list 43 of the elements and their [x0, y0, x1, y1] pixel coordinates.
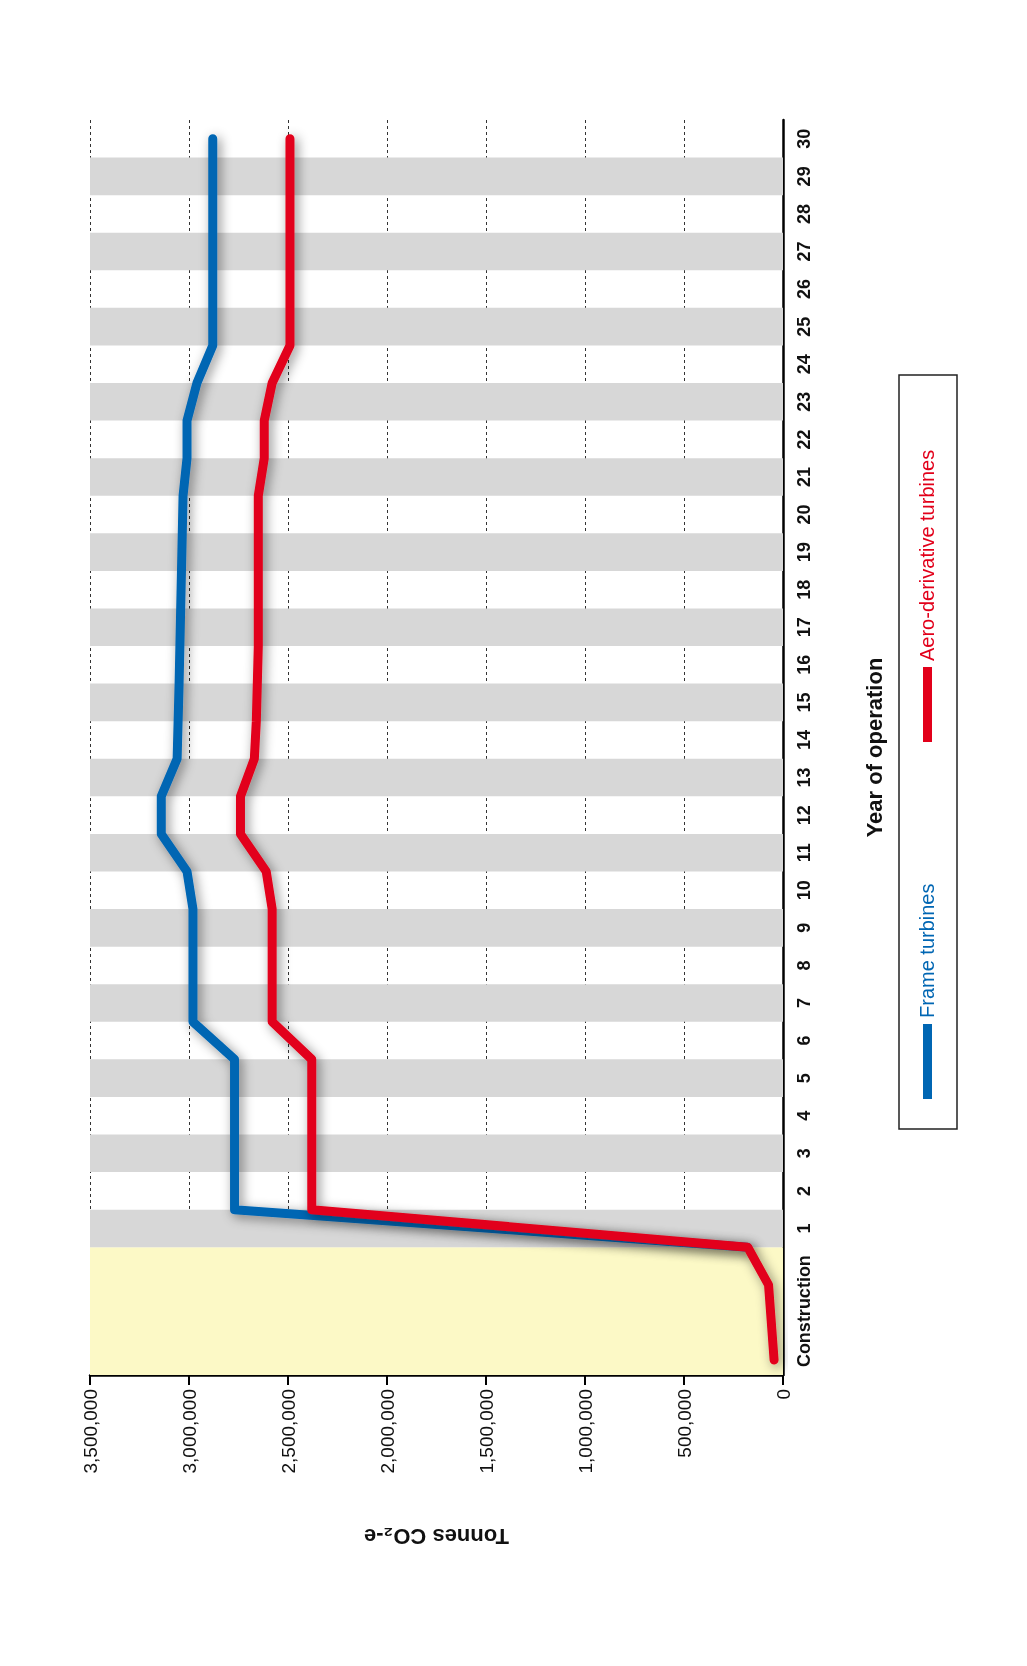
y-tick-label: 16 — [794, 654, 814, 675]
y-tick-label: 4 — [794, 1110, 814, 1121]
x-tick-label: 1,000,000 — [574, 1389, 596, 1474]
y-tick-label: 19 — [794, 542, 814, 563]
text: Frame turbines — [916, 883, 938, 1018]
y-tick-label: 17 — [794, 617, 814, 638]
y-tick-label: 22 — [794, 429, 814, 450]
y-tick-label: 26 — [794, 279, 814, 300]
y-tick-label: 14 — [794, 729, 814, 750]
text: Aero-derivative turbines — [916, 449, 938, 661]
x-tick-label: 3,500,000 — [79, 1389, 101, 1474]
y-tick-label: 28 — [794, 203, 814, 224]
x-tick-label: 500,000 — [673, 1389, 695, 1458]
y-tick-label: 15 — [794, 692, 814, 713]
y-tick-label: 12 — [794, 805, 814, 826]
x-tick-label: 2,500,000 — [277, 1389, 299, 1474]
y-tick-label: Construction — [794, 1255, 814, 1368]
y-tick-label: 24 — [794, 354, 814, 375]
x-tick-label: 2,000,000 — [376, 1389, 398, 1474]
x-axis-title: Tonnes CO₂-e — [363, 1523, 510, 1549]
y-tick-label: 18 — [794, 579, 814, 600]
y-tick-label: 23 — [794, 391, 814, 412]
y-tick-label: 3 — [794, 1148, 814, 1159]
y-tick-label: 10 — [794, 880, 814, 901]
y-axis-title: Year of operation — [861, 657, 887, 838]
y-tick-label: 25 — [794, 316, 814, 337]
y-tick-label: 27 — [794, 241, 814, 262]
y-tick-label: 2 — [794, 1185, 814, 1196]
x-tick-label: 1,500,000 — [475, 1389, 497, 1474]
y-tick-label: 1 — [794, 1223, 814, 1234]
y-tick-label: 21 — [794, 466, 814, 487]
x-tick-label: 0 — [772, 1389, 794, 1400]
y-tick-label: 13 — [794, 767, 814, 788]
y-tick-label: 30 — [794, 128, 814, 149]
y-tick-label: 5 — [794, 1073, 814, 1084]
y-tick-label: 8 — [794, 960, 814, 971]
y-tick-label: 6 — [794, 1035, 814, 1046]
y-tick-label: 9 — [794, 922, 814, 933]
y-tick-label: 20 — [794, 504, 814, 525]
y-tick-label: 29 — [794, 166, 814, 187]
y-tick-label: 11 — [794, 843, 814, 863]
y-tick-label: 7 — [794, 998, 814, 1009]
x-tick-label: 3,000,000 — [178, 1389, 200, 1474]
